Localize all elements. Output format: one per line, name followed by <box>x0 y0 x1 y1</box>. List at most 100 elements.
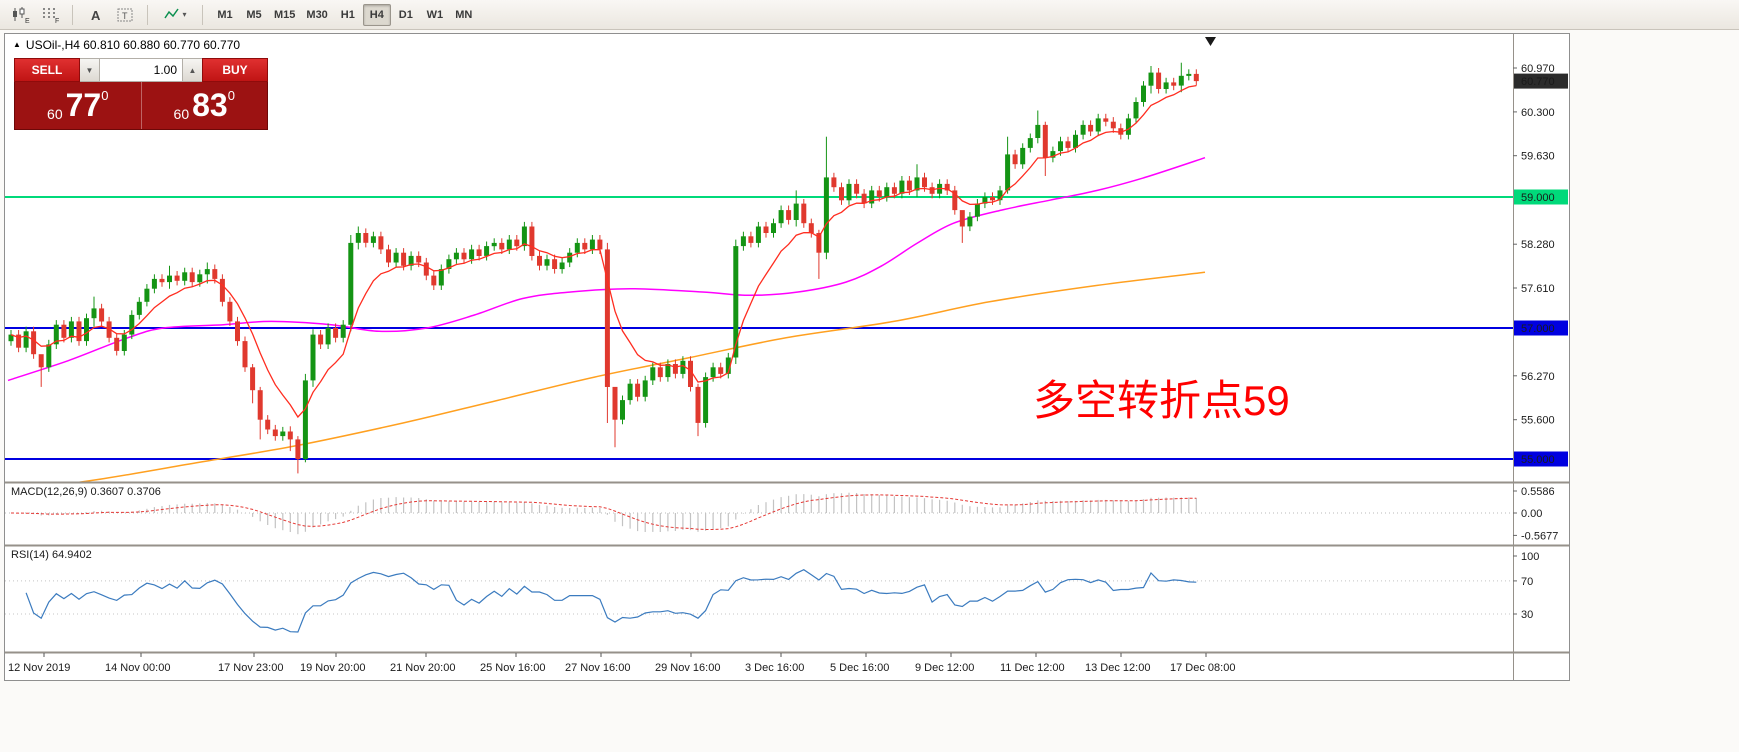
toolbar-separator <box>147 4 148 25</box>
tf-button-m1[interactable]: M1 <box>211 4 239 26</box>
buy-price-prefix: 60 <box>173 106 190 122</box>
buy-price-big: 83 <box>192 87 228 123</box>
toolbar-separator <box>72 4 73 25</box>
text-label-icon: A <box>91 8 101 23</box>
chart-shift-marker[interactable] <box>1205 37 1216 46</box>
time-label: 19 Nov 20:00 <box>300 662 365 674</box>
volume-decrease-button[interactable]: ▼ <box>80 58 99 82</box>
rsi-scale-label: 100 <box>1521 551 1539 563</box>
toolbar-separator <box>202 4 203 25</box>
price-tick-label: 56.270 <box>1521 371 1555 383</box>
buy-price-sup: 0 <box>227 88 235 103</box>
chart-window: MACD(12,26,9) 0.3607 0.3706 RSI(14) 64.94… <box>4 33 1570 681</box>
time-label: 29 Nov 16:00 <box>655 662 720 674</box>
price-tag-57.000 <box>1514 320 1568 336</box>
tf-button-m15[interactable]: M15 <box>269 4 300 26</box>
price-tag-60.770 <box>1514 73 1568 89</box>
tf-button-h4[interactable]: H4 <box>362 3 391 26</box>
dropdown-caret-icon: ▾ <box>182 10 187 19</box>
svg-text:E: E <box>25 18 30 24</box>
expand-trade-panel-icon[interactable]: ▲ <box>13 40 21 49</box>
price-tag-label: 55.000 <box>1521 454 1555 466</box>
chart-canvas[interactable]: MACD(12,26,9) 0.3607 0.3706 RSI(14) 64.94… <box>5 34 1569 680</box>
symbol-header: ▲ USOil-,H4 60.810 60.880 60.770 60.770 <box>13 38 240 52</box>
price-tag-55.000 <box>1514 451 1568 467</box>
price-tag-label: 57.000 <box>1521 323 1555 335</box>
tf-button-w1[interactable]: W1 <box>421 4 449 26</box>
ma-fast-line <box>10 84 1197 419</box>
time-label: 14 Nov 00:00 <box>105 662 170 674</box>
trade-controls-row: SELL ▼ ▲ BUY <box>14 58 268 82</box>
tf-button-d1[interactable]: D1 <box>392 4 420 26</box>
price-tick-label: 55.600 <box>1521 415 1555 427</box>
time-label: 27 Nov 16:00 <box>565 662 630 674</box>
candles <box>8 62 1199 474</box>
candlestick-chart-button[interactable]: E <box>6 3 34 27</box>
price-tick-label: 60.970 <box>1521 63 1555 75</box>
time-label: 21 Nov 20:00 <box>390 662 455 674</box>
macd-title: MACD(12,26,9) 0.3607 0.3706 <box>11 486 161 498</box>
price-tick-label: 60.300 <box>1521 107 1555 119</box>
svg-text:T: T <box>122 11 128 21</box>
symbol-ohlc-text: USOil-,H4 60.810 60.880 60.770 60.770 <box>25 38 241 52</box>
price-scale[interactable]: 60.970 60.300 59.630 58.280 57.610 56.270 55.6… <box>1513 63 1568 621</box>
tf-button-m5[interactable]: M5 <box>240 4 268 26</box>
time-label: 5 Dec 16:00 <box>830 662 889 674</box>
ma-mid-line <box>7 156 1206 382</box>
grid-icon: F <box>43 7 59 24</box>
price-tag-label: 60.770 <box>1521 76 1555 88</box>
volume-input[interactable] <box>99 58 183 82</box>
text-label-button[interactable]: A <box>81 3 109 27</box>
time-axis[interactable]: 12 Nov 2019 14 Nov 00:00 17 Nov 23:00 19 No… <box>8 653 1235 674</box>
timeframe-group: M1 M5 M15 M30 H1 H4 D1 W1 MN <box>211 3 478 26</box>
time-label: 25 Nov 16:00 <box>480 662 545 674</box>
time-label: 13 Dec 12:00 <box>1085 662 1150 674</box>
rsi-line <box>25 569 1197 633</box>
price-tick-label: 59.630 <box>1521 151 1555 163</box>
buy-button[interactable]: BUY <box>202 58 268 82</box>
rsi-scale-label: 70 <box>1521 576 1533 588</box>
top-toolbar: E F A T <box>0 0 1739 30</box>
sell-price-prefix: 60 <box>47 106 63 122</box>
text-box-button[interactable]: T <box>111 3 139 27</box>
trade-price-row: 60 77 0 60 83 0 <box>14 82 268 130</box>
macd-histogram <box>18 492 1197 535</box>
indicators-dropdown-icon <box>164 8 180 18</box>
svg-text:F: F <box>55 18 59 24</box>
sell-price-tile[interactable]: 60 77 0 <box>15 82 142 129</box>
macd-scale-label: -0.5677 <box>1521 530 1558 542</box>
volume-increase-button[interactable]: ▲ <box>183 58 202 82</box>
time-label: 9 Dec 12:00 <box>915 662 974 674</box>
time-label: 17 Dec 08:00 <box>1170 662 1235 674</box>
main-plot <box>5 62 1513 482</box>
text-box-icon: T <box>117 8 133 21</box>
tf-button-h1[interactable]: H1 <box>334 4 362 26</box>
candlestick-chart-icon: E <box>13 6 30 24</box>
price-tag-label: 59.000 <box>1521 192 1555 204</box>
price-tag-59.000 <box>1514 189 1568 205</box>
buy-price-tile[interactable]: 60 83 0 <box>142 82 268 129</box>
one-click-trade-panel: SELL ▼ ▲ BUY 60 77 0 60 83 0 <box>14 58 268 130</box>
rsi-title: RSI(14) 64.9402 <box>11 549 92 561</box>
ma-slow-line <box>75 271 1206 482</box>
tf-button-m30[interactable]: M30 <box>301 4 332 26</box>
tf-button-mn[interactable]: MN <box>450 4 478 26</box>
sell-price-big: 77 <box>65 87 102 123</box>
time-label: 11 Dec 12:00 <box>1000 662 1065 674</box>
svg-text:A: A <box>91 8 101 23</box>
time-label: 3 Dec 16:00 <box>745 662 804 674</box>
sell-price-sup: 0 <box>101 88 109 103</box>
time-label: 12 Nov 2019 <box>8 662 70 674</box>
price-tick-label: 58.280 <box>1521 239 1555 251</box>
macd-scale-label: 0.5586 <box>1521 486 1555 498</box>
sell-button[interactable]: SELL <box>14 58 80 82</box>
grid-button[interactable]: F <box>36 3 64 27</box>
chart-text-annotation: 多空转折点59 <box>1033 377 1290 424</box>
macd-scale-label: 0.00 <box>1521 508 1542 520</box>
indicators-dropdown-button[interactable]: ▾ <box>156 3 194 27</box>
macd-signal-line <box>10 494 1197 530</box>
time-label: 17 Nov 23:00 <box>218 662 283 674</box>
rsi-scale-label: 30 <box>1521 609 1533 621</box>
price-tick-label: 57.610 <box>1521 283 1555 295</box>
